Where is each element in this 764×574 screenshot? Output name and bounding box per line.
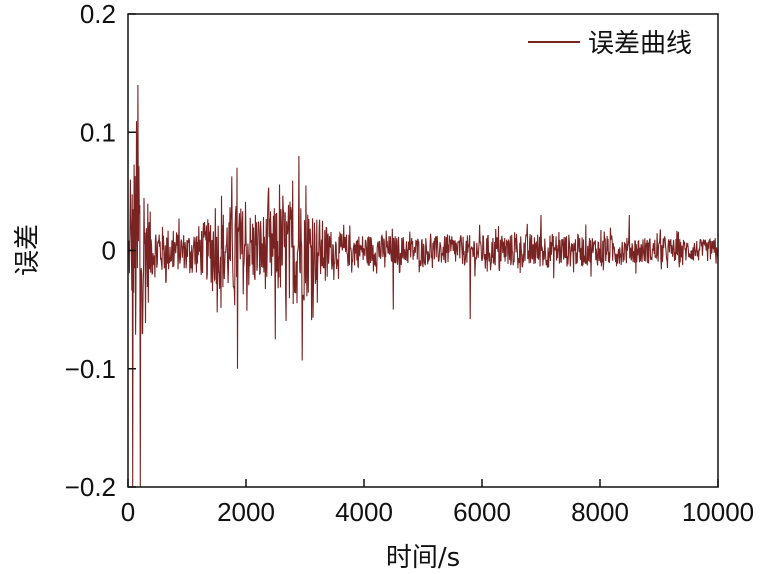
y-tick-label: −0.1 — [65, 354, 116, 384]
y-tick-label: −0.2 — [65, 472, 116, 502]
x-tick-label: 4000 — [335, 497, 393, 527]
x-tick-label: 6000 — [453, 497, 511, 527]
x-tick-label: 0 — [121, 497, 135, 527]
y-tick-label: 0.1 — [80, 117, 116, 147]
x-tick-label: 10000 — [682, 497, 754, 527]
legend: 误差曲线 — [528, 29, 692, 59]
error-series-line — [128, 84, 718, 487]
y-tick-label: 0 — [102, 236, 116, 266]
legend-label: 误差曲线 — [588, 29, 692, 59]
y-axis-ticks: −0.2 −0.1 0 0.1 0.2 — [65, 0, 136, 502]
x-tick-label: 8000 — [571, 497, 629, 527]
x-tick-label: 2000 — [217, 497, 275, 527]
y-axis-title: 误差 — [13, 224, 43, 276]
x-axis-ticks: 0 2000 4000 6000 8000 10000 — [121, 479, 754, 527]
plot-area — [128, 84, 718, 487]
y-tick-label: 0.2 — [80, 0, 116, 29]
x-axis-title: 时间/s — [386, 543, 460, 573]
